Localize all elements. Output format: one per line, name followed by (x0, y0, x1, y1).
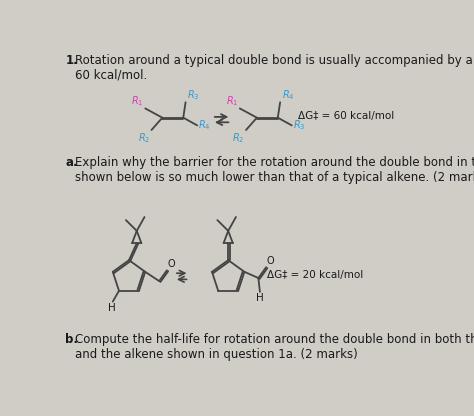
Text: Compute the half-life for rotation around the double bond in both the typical al: Compute the half-life for rotation aroun… (75, 333, 474, 361)
Text: O: O (168, 259, 175, 269)
Text: $R_1$: $R_1$ (226, 94, 238, 108)
Text: 1.: 1. (65, 54, 78, 67)
Text: H: H (256, 293, 264, 303)
Text: Rotation around a typical double bond is usually accompanied by a barrier of abo: Rotation around a typical double bond is… (75, 54, 474, 82)
Text: ΔG‡ = 60 kcal/mol: ΔG‡ = 60 kcal/mol (298, 111, 394, 121)
Text: $R_4$: $R_4$ (198, 119, 211, 132)
Text: ΔG‡ = 20 kcal/mol: ΔG‡ = 20 kcal/mol (267, 270, 363, 280)
Text: Explain why the barrier for the rotation around the double bond in the compound
: Explain why the barrier for the rotation… (75, 156, 474, 184)
Text: $R_2$: $R_2$ (137, 131, 150, 145)
Text: $R_4$: $R_4$ (282, 88, 294, 102)
Text: $R_2$: $R_2$ (232, 131, 245, 145)
Text: a.: a. (65, 156, 78, 169)
Text: O: O (267, 256, 274, 266)
Text: b.: b. (65, 333, 79, 346)
Text: $R_3$: $R_3$ (187, 88, 200, 102)
Text: H: H (108, 303, 116, 313)
Text: $R_3$: $R_3$ (292, 119, 305, 132)
Text: $R_1$: $R_1$ (131, 94, 144, 108)
